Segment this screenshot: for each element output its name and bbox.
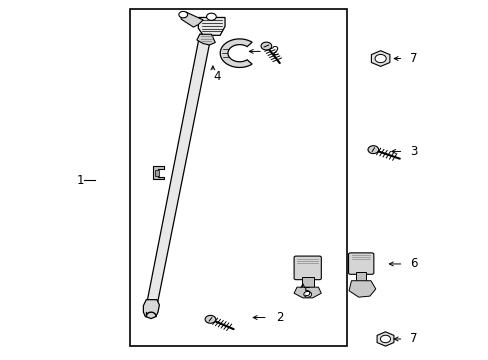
- Circle shape: [374, 54, 386, 63]
- Bar: [301, 277, 313, 287]
- Polygon shape: [293, 287, 321, 298]
- Polygon shape: [376, 332, 393, 346]
- Polygon shape: [143, 300, 159, 319]
- Circle shape: [204, 315, 215, 323]
- Text: 4: 4: [212, 70, 220, 83]
- Text: 3: 3: [409, 145, 416, 158]
- Bar: [130, 9, 346, 346]
- Bar: [154, 170, 159, 176]
- Text: 7: 7: [409, 52, 416, 65]
- FancyBboxPatch shape: [293, 256, 321, 280]
- FancyBboxPatch shape: [348, 253, 373, 274]
- Polygon shape: [220, 39, 252, 67]
- Polygon shape: [198, 18, 224, 35]
- Text: 7: 7: [409, 333, 416, 346]
- Polygon shape: [146, 34, 211, 306]
- Circle shape: [380, 335, 390, 343]
- Circle shape: [303, 292, 311, 297]
- Circle shape: [206, 13, 216, 20]
- Polygon shape: [180, 12, 203, 27]
- Polygon shape: [153, 166, 164, 179]
- Text: 5: 5: [302, 286, 309, 299]
- Text: 2: 2: [271, 45, 278, 58]
- Text: 6: 6: [409, 257, 416, 270]
- Text: 1: 1: [77, 174, 84, 186]
- Circle shape: [261, 42, 271, 50]
- Bar: [356, 272, 366, 281]
- Circle shape: [367, 146, 378, 154]
- Polygon shape: [197, 34, 215, 45]
- Circle shape: [179, 12, 187, 18]
- Polygon shape: [348, 281, 375, 297]
- Polygon shape: [370, 51, 389, 66]
- Text: 2: 2: [276, 311, 283, 324]
